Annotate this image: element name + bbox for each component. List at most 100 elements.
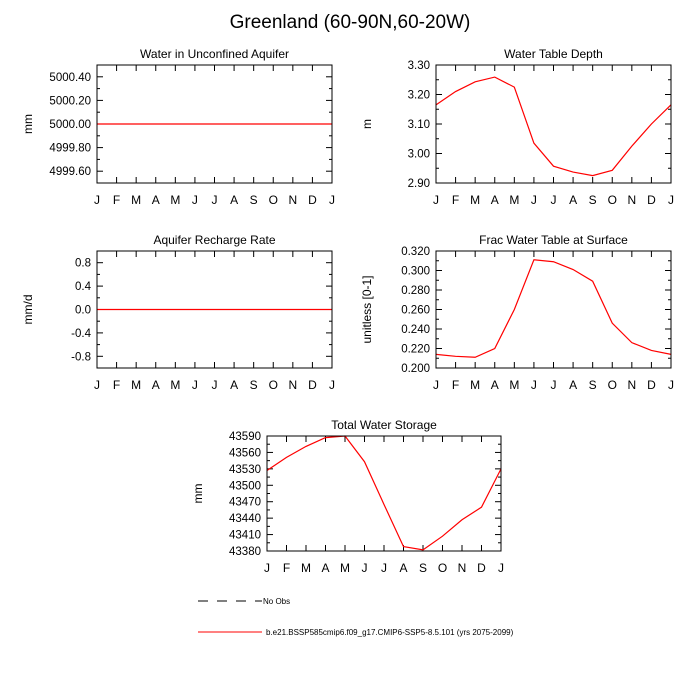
x-tick-label: M [170,378,180,392]
plot-frame [435,250,672,369]
x-tick-label: S [419,561,427,575]
x-tick-label: A [491,193,499,207]
x-tick-label: A [491,378,499,392]
y-tick-label: 0.4 [75,281,92,293]
x-tick-label: N [627,378,636,392]
y-tick-label: 43530 [229,464,261,476]
plot-frame [96,64,333,184]
y-tick-label: 4999.80 [49,143,91,155]
x-tick-label: F [452,378,459,392]
x-tick-label: J [212,193,218,207]
x-tick-label: S [589,193,597,207]
panel-title: Total Water Storage [331,418,437,432]
x-tick-label: M [470,378,480,392]
x-tick-label: D [308,193,317,207]
x-tick-label: F [113,193,120,207]
panel-title: Water in Unconfined Aquifer [140,47,289,61]
x-tick-label: J [329,378,335,392]
x-tick-label: O [438,561,447,575]
y-tick-label: 43560 [229,447,261,459]
x-tick-label: J [329,193,335,207]
y-tick-label: 3.10 [408,119,430,131]
x-tick-label: M [170,193,180,207]
panel-title: Water Table Depth [504,47,603,61]
x-tick-label: F [452,193,459,207]
y-tick-label: 5000.20 [49,95,91,107]
x-tick-label: A [321,561,329,575]
x-tick-label: J [192,378,198,392]
x-tick-label: M [470,193,480,207]
y-tick-label: -0.4 [71,328,91,340]
x-tick-label: J [94,378,100,392]
x-tick-label: O [269,193,278,207]
series-line [266,435,502,551]
x-tick-label: N [458,561,467,575]
x-tick-label: J [668,378,674,392]
y-tick-label: 43500 [229,480,261,492]
y-tick-label: 5000.40 [49,72,91,84]
legend-label-model: b.e21.BSSP585cmip6.f09_g17.CMIP6-SSP5-8.… [266,628,514,637]
x-tick-label: O [269,378,278,392]
x-tick-label: F [283,561,290,575]
panel-4: Frac Water Table at Surface unitless [0-1… [360,233,674,392]
y-tick-label: 4999.60 [49,166,91,178]
x-tick-label: J [192,193,198,207]
x-tick-label: D [647,193,656,207]
x-tick-label: M [301,561,311,575]
x-tick-label: J [381,561,387,575]
y-tick-label: 43410 [229,530,261,542]
x-tick-label: J [551,378,557,392]
x-tick-label: F [113,378,120,392]
plot-frame [266,435,502,552]
x-tick-label: A [230,193,238,207]
x-tick-label: M [509,378,519,392]
x-tick-label: A [569,193,577,207]
y-tick-label: 0.320 [401,246,430,258]
x-tick-label: D [308,378,317,392]
x-tick-label: J [264,561,270,575]
y-tick-label: 5000.00 [49,119,91,131]
y-tick-label: 3.00 [408,149,430,161]
x-tick-label: A [152,378,160,392]
x-tick-label: A [152,193,160,207]
y-tick-label: 0.280 [401,285,430,297]
panel-title: Aquifer Recharge Rate [153,233,275,247]
plot-frame [96,250,333,369]
x-tick-label: N [627,193,636,207]
x-tick-label: J [94,193,100,207]
y-axis-label: mm/d [21,295,35,325]
x-tick-label: S [250,193,258,207]
y-tick-label: 0.220 [401,344,430,356]
x-tick-label: J [362,561,368,575]
x-tick-label: O [608,378,617,392]
x-tick-label: J [212,378,218,392]
y-tick-label: 0.0 [75,305,91,317]
x-tick-label: M [509,193,519,207]
x-tick-label: M [131,193,141,207]
x-tick-label: A [569,378,577,392]
x-tick-label: J [668,193,674,207]
x-tick-label: D [477,561,486,575]
y-tick-label: 0.300 [401,266,430,278]
y-tick-label: 3.20 [408,90,430,102]
y-tick-label: 43380 [229,546,261,558]
y-tick-label: 0.200 [401,363,430,375]
y-tick-label: 0.8 [75,258,91,270]
y-axis-label: m [360,119,374,129]
y-tick-label: -0.8 [71,351,91,363]
y-axis-label: unitless [0-1] [360,275,374,343]
x-tick-label: S [250,378,258,392]
legend-label-no-obs: No Obs [263,597,290,606]
x-tick-label: A [399,561,407,575]
x-tick-label: O [608,193,617,207]
y-tick-label: 3.30 [408,60,430,72]
x-tick-label: J [498,561,504,575]
y-axis-label: mm [191,484,205,504]
panel-title: Frac Water Table at Surface [479,233,628,247]
x-tick-label: D [647,378,656,392]
